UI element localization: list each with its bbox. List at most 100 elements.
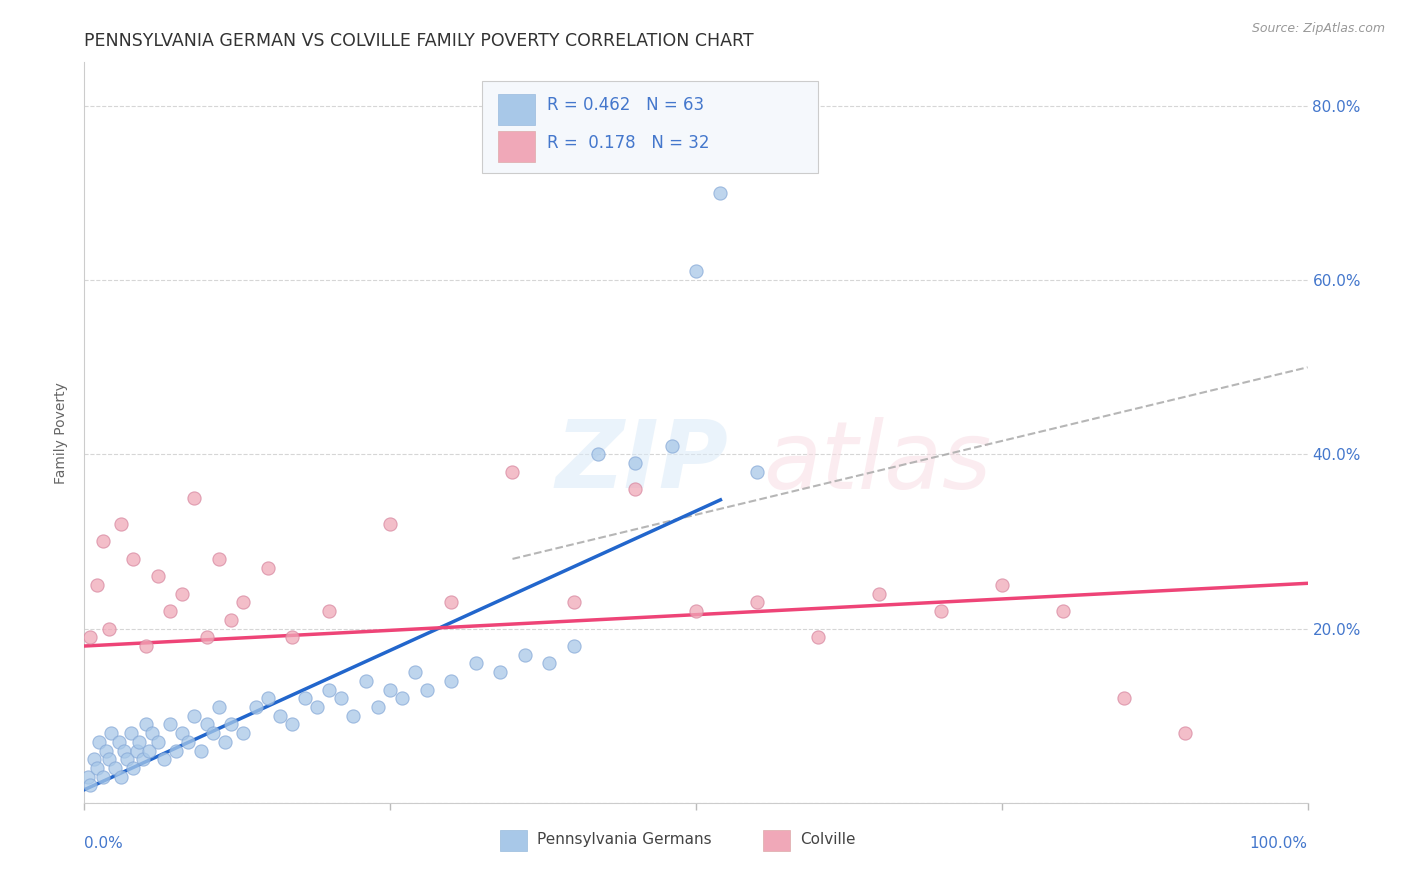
Point [208,552,231,566]
Point [96,743,118,757]
Point [586,447,609,461]
Point [513,648,536,662]
FancyBboxPatch shape [763,830,790,851]
Point [294,691,316,706]
Text: PENNSYLVANIA GERMAN VS COLVILLE FAMILY POVERTY CORRELATION CHART: PENNSYLVANIA GERMAN VS COLVILLE FAMILY P… [84,32,754,50]
Point [77,770,100,784]
Point [318,682,340,697]
Point [104,761,127,775]
Point [141,726,163,740]
Point [685,604,707,618]
Point [87,735,110,749]
Point [318,604,340,618]
Text: Pennsylvania Germans: Pennsylvania Germans [537,832,711,847]
Point [305,700,328,714]
Point [1052,604,1074,618]
Point [245,700,267,714]
Point [201,726,224,740]
Point [146,569,169,583]
Point [190,743,212,757]
Point [122,552,145,566]
Point [281,717,304,731]
Point [183,491,205,505]
Point [208,700,231,714]
Point [172,726,194,740]
Text: 0.0%: 0.0% [84,836,124,851]
Point [232,595,254,609]
Point [342,708,364,723]
FancyBboxPatch shape [482,81,818,173]
Y-axis label: Family Poverty: Family Poverty [55,382,69,483]
Point [120,726,142,740]
FancyBboxPatch shape [498,95,534,126]
Point [110,517,132,532]
Text: atlas: atlas [763,417,991,508]
Point [869,587,891,601]
Point [416,682,439,697]
Text: R = 0.462   N = 63: R = 0.462 N = 63 [547,95,704,114]
Point [86,761,108,775]
Point [257,691,280,706]
Point [807,630,830,644]
Point [1114,691,1136,706]
Point [562,639,585,653]
Text: R =  0.178   N = 32: R = 0.178 N = 32 [547,135,709,153]
Point [122,761,145,775]
Point [91,534,114,549]
Point [165,743,187,757]
Point [132,752,155,766]
Point [177,735,200,749]
Text: Colville: Colville [800,832,855,847]
Point [440,673,463,688]
Point [464,657,486,671]
Point [153,752,176,766]
Point [661,439,683,453]
Point [929,604,952,618]
Point [380,682,402,697]
Point [624,456,647,470]
Point [79,630,101,644]
Point [440,595,463,609]
Point [991,578,1014,592]
Point [159,604,181,618]
Point [685,264,707,278]
Point [330,691,353,706]
Point [159,717,181,731]
Text: Source: ZipAtlas.com: Source: ZipAtlas.com [1251,22,1385,36]
Point [183,708,205,723]
Point [135,717,157,731]
Point [747,465,769,479]
Point [709,186,731,200]
Point [380,517,402,532]
Point [538,657,561,671]
Point [257,560,280,574]
Point [146,735,169,749]
Point [79,778,101,792]
Point [125,743,148,757]
Point [195,717,218,731]
Point [91,770,114,784]
Point [115,752,138,766]
Text: ZIP: ZIP [555,417,728,508]
Point [562,595,585,609]
Point [624,482,647,496]
FancyBboxPatch shape [498,131,534,162]
Point [1174,726,1197,740]
Point [747,595,769,609]
FancyBboxPatch shape [501,830,527,851]
Point [404,665,426,680]
Point [232,726,254,740]
Point [107,735,129,749]
Point [97,752,120,766]
Point [172,587,194,601]
Point [489,665,512,680]
Point [269,708,291,723]
Point [135,639,157,653]
Point [219,613,242,627]
Point [138,743,160,757]
Point [195,630,218,644]
Point [100,726,122,740]
Point [86,578,108,592]
Point [367,700,389,714]
Point [97,622,120,636]
